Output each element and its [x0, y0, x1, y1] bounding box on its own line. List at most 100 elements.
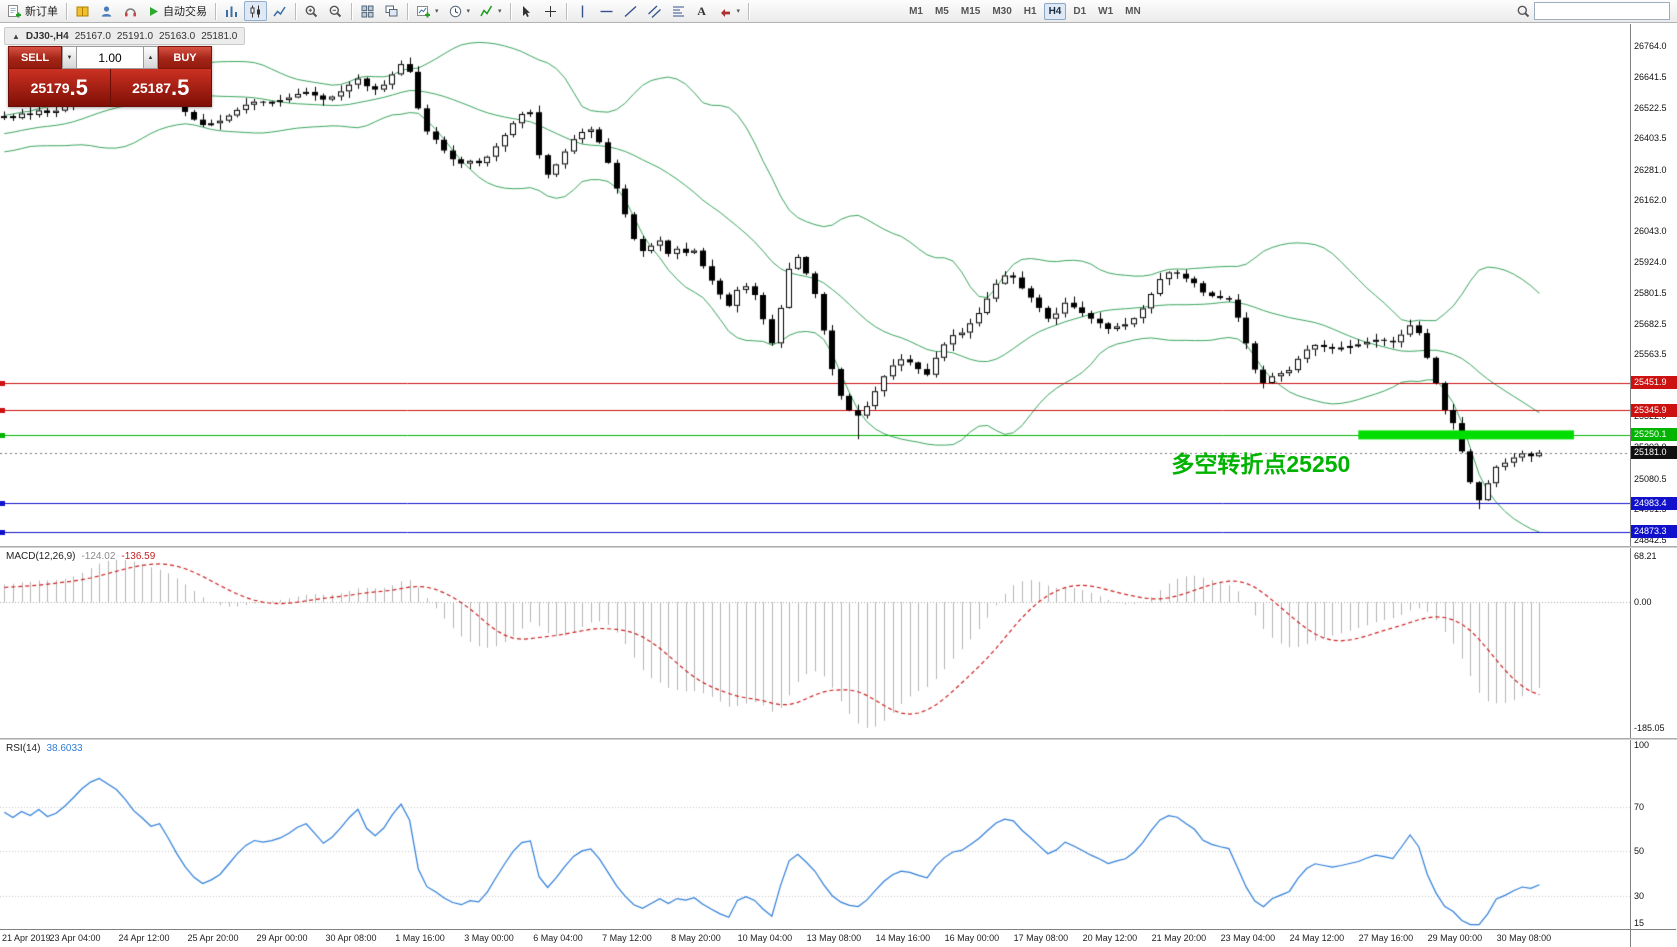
channel-button[interactable]: [643, 1, 666, 21]
cursor-button[interactable]: [515, 1, 538, 21]
timeframe-button-m5[interactable]: M5: [930, 3, 954, 20]
horizontal-line-button[interactable]: [595, 1, 618, 21]
trendline-icon: [624, 5, 637, 17]
headset-icon: [125, 7, 136, 16]
annotation-text[interactable]: 多空转折点25250: [1171, 450, 1351, 477]
search-icon: [1517, 5, 1530, 17]
ohlc-low: 25163.0: [159, 30, 196, 42]
panel-splitter[interactable]: [0, 546, 1677, 548]
time-label: 30 Apr 08:00: [325, 933, 377, 943]
text-tool-button[interactable]: A: [691, 1, 713, 21]
macd-tick: -185.05: [1634, 722, 1665, 733]
timeframe-button-mn[interactable]: MN: [1120, 3, 1146, 20]
indicators-icon: [480, 5, 493, 16]
timeframe-button-w1[interactable]: W1: [1093, 3, 1118, 20]
timeframe-button-h4[interactable]: H4: [1043, 2, 1067, 20]
crosshair-icon: [544, 5, 556, 17]
market-book-button[interactable]: [71, 1, 94, 21]
new-chart-button[interactable]: ▾: [412, 1, 443, 21]
price-tick: 26281.0: [1634, 164, 1667, 175]
buy-price-main: 25187: [132, 79, 172, 96]
time-label: 29 May 00:00: [1427, 933, 1483, 943]
timeframe-button-d1[interactable]: D1: [1068, 3, 1091, 20]
timeframe-button-m15[interactable]: M15: [956, 3, 985, 20]
one-click-top-row: SELL ▼ ▲ BUY: [8, 46, 212, 69]
sell-price[interactable]: 25179.5: [9, 69, 111, 106]
buy-price[interactable]: 25187.5: [111, 69, 212, 106]
macd-canvas[interactable]: [0, 548, 1630, 738]
buy-price-fraction: .5: [171, 74, 190, 100]
cascade-windows-icon: [385, 5, 398, 16]
price-level-badge: 25250.1: [1631, 428, 1677, 442]
periods-button[interactable]: ▾: [444, 1, 475, 21]
autotrading-button[interactable]: 自动交易: [143, 1, 211, 21]
buy-button[interactable]: BUY: [158, 46, 212, 69]
volume-increase-button[interactable]: ▲: [143, 46, 158, 69]
chevron-down-icon: ▾: [466, 8, 471, 15]
symbol-search-input[interactable]: [1534, 2, 1670, 20]
vertical-line-button[interactable]: [571, 1, 594, 21]
timeframe-button-m1[interactable]: M1: [904, 3, 928, 20]
new-order-button[interactable]: 新订单: [3, 1, 62, 21]
arrows-tool-button[interactable]: ▾: [714, 1, 745, 21]
volume-input[interactable]: [77, 46, 143, 69]
price-tick: 25801.5: [1634, 288, 1667, 299]
time-label: 14 May 16:00: [875, 933, 931, 943]
time-label: 8 May 20:00: [671, 933, 721, 943]
crosshair-button[interactable]: [539, 1, 562, 21]
zoom-out-button[interactable]: [324, 1, 347, 21]
toolbar-separator: [509, 2, 511, 20]
timeframe-button-m30[interactable]: M30: [987, 3, 1016, 20]
price-level-badge: 25451.9: [1631, 376, 1677, 390]
candlestick-chart-button[interactable]: [244, 1, 267, 21]
macd-tick: 0.00: [1634, 597, 1652, 608]
price-tick: 25080.5: [1634, 473, 1667, 484]
macd-label-row: MACD(12,26,9) -124.02 -136.59: [6, 551, 155, 562]
ohlc-open: 25167.0: [74, 30, 111, 42]
rsi-panel: [0, 740, 1630, 929]
line-chart-button[interactable]: [268, 1, 291, 21]
cascade-windows-button[interactable]: [380, 1, 403, 21]
rsi-canvas[interactable]: [0, 740, 1630, 929]
time-label: 7 May 12:00: [602, 933, 652, 943]
price-tick: 26043.0: [1634, 226, 1667, 236]
rsi-tick: 15: [1634, 918, 1645, 928]
new-chart-icon: [417, 5, 430, 17]
price-tick: 24842.5: [1634, 534, 1667, 545]
toolbar-separator: [215, 2, 216, 20]
bar-chart-button[interactable]: [220, 1, 243, 21]
time-label: 23 Apr 04:00: [49, 933, 101, 943]
rsi-tick: 50: [1634, 846, 1645, 857]
rsi-axis[interactable]: 100 70 50 30 15: [1630, 740, 1676, 929]
zoom-out-icon: [329, 5, 342, 17]
timeframe-button-h1[interactable]: H1: [1019, 3, 1042, 20]
macd-axis[interactable]: 68.21 0.00 -185.05: [1630, 548, 1676, 738]
rsi-value: 38.6033: [46, 743, 83, 754]
support-button[interactable]: [119, 1, 142, 21]
price-chart-canvas[interactable]: [0, 24, 1630, 546]
symbol-search: [1516, 2, 1670, 20]
fibonacci-button[interactable]: [667, 1, 690, 21]
time-label: 21 May 20:00: [1151, 933, 1207, 943]
trendline-button[interactable]: [619, 1, 642, 21]
toolbar-separator: [748, 2, 750, 20]
panel-splitter[interactable]: [0, 738, 1677, 740]
zoom-in-icon: [305, 5, 318, 17]
price-tick: 26403.5: [1634, 133, 1667, 144]
tile-windows-button[interactable]: [356, 1, 379, 21]
rsi-tick: 30: [1634, 890, 1645, 901]
time-axis[interactable]: 21 Apr 2019 23 Apr 04:00 24 Apr 12:00 25 Ap…: [0, 929, 1630, 947]
toolbar-separator: [565, 2, 567, 20]
toolbar-separator: [66, 2, 67, 20]
collapse-panel-icon[interactable]: ▲: [12, 31, 20, 41]
time-label: 1 May 16:00: [395, 933, 445, 943]
zoom-in-button[interactable]: [300, 1, 323, 21]
macd-label: MACD(12,26,9): [6, 551, 76, 562]
time-label: 24 May 12:00: [1289, 933, 1345, 943]
volume-decrease-button[interactable]: ▼: [62, 46, 77, 69]
profile-button[interactable]: [95, 1, 118, 21]
price-level-badge: 24873.3: [1631, 525, 1677, 539]
indicators-button[interactable]: ▾: [475, 1, 506, 21]
sell-button[interactable]: SELL: [8, 46, 62, 69]
price-axis[interactable]: 26764.0 26641.5 26522.5 26403.5 26281.0 26162…: [1630, 24, 1677, 546]
